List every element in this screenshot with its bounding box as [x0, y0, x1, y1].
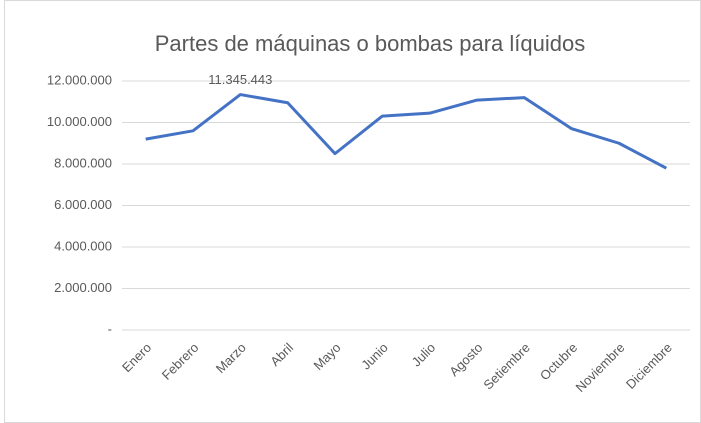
y-tick-label: 6.000.000: [54, 197, 112, 212]
chart-frame: [4, 0, 701, 423]
y-tick-label: 2.000.000: [54, 280, 112, 295]
y-tick-label: -: [108, 321, 112, 336]
chart-title: Partes de máquinas o bombas para líquido…: [155, 31, 585, 56]
y-tick-label: 12.000.000: [47, 72, 112, 87]
y-tick-label: 10.000.000: [47, 114, 112, 129]
data-label: 11.345.443: [208, 72, 272, 87]
y-tick-label: 4.000.000: [54, 238, 112, 253]
y-tick-label: 8.000.000: [54, 155, 112, 170]
data-line: [145, 93, 668, 170]
